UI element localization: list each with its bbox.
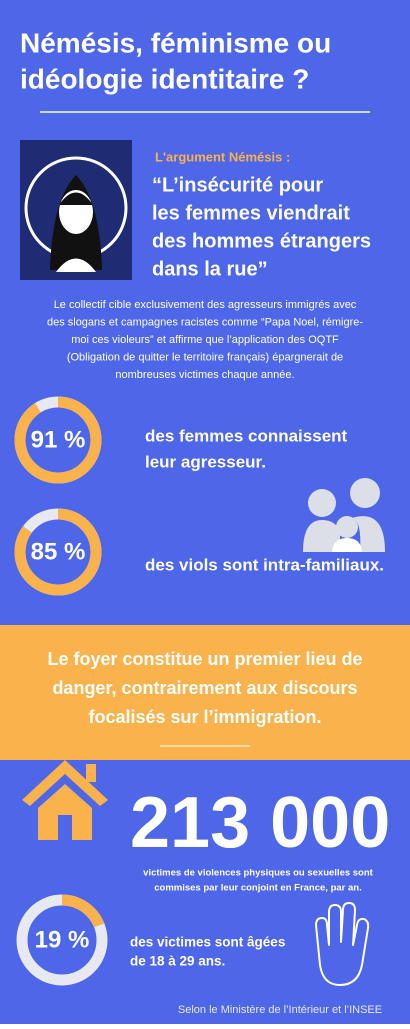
quote: des hommes étrangers [152,230,371,252]
nemesis-logo [20,140,132,280]
description: moi ces violeurs” et affirme que l’appli… [71,334,339,346]
percent-ring [16,894,108,986]
percent-ring [14,396,102,484]
description: nombreuses victimes chaque année. [115,369,294,381]
quote: dans la rue” [152,258,268,280]
description: Le collectif cible exclusivement des agr… [54,299,357,311]
title: idéologie identitaire ? [20,63,309,94]
source: Selon le Ministère de l’Intérieur et l’I… [178,1004,382,1016]
stat-text: leur agresseur. [145,452,266,471]
title: Némésis, féminisme ou [20,27,331,58]
victims-text: commises par leur conjoint en France, pa… [154,883,361,894]
banner-text: Le foyer constitue un premier lieu de [47,649,362,669]
hand-icon [315,902,370,986]
banner-band [0,625,410,760]
ring-label: 85 % [31,538,86,565]
family-icon [303,478,385,552]
description: (Obligation de quitter le territoire fra… [67,351,343,363]
banner-text: focalisés sur l’immigration. [88,707,321,727]
banner-text: danger, contrairement aux discours [52,678,357,698]
ring-label: 91 % [31,426,86,453]
house-icon [22,760,108,840]
stat-text: des viols sont intra-familiaux. [145,555,384,574]
age-text: de 18 à 29 ans. [130,954,225,969]
big-number: 213 000 [130,783,390,863]
age-text: des victimes sont âgées [130,935,285,950]
stat-text: des femmes connaissent [145,426,348,445]
quote: “L’insécurité pour [152,174,323,196]
quote: les femmes viendrait [152,202,350,224]
description: des slogans et campagnes racistes comme … [47,316,363,328]
victims-text: victimes de violences physiques ou sexue… [143,868,374,879]
percent-ring [14,508,102,596]
argument-label: L'argument Némésis : [155,149,290,164]
ring-label: 19 % [35,926,90,953]
